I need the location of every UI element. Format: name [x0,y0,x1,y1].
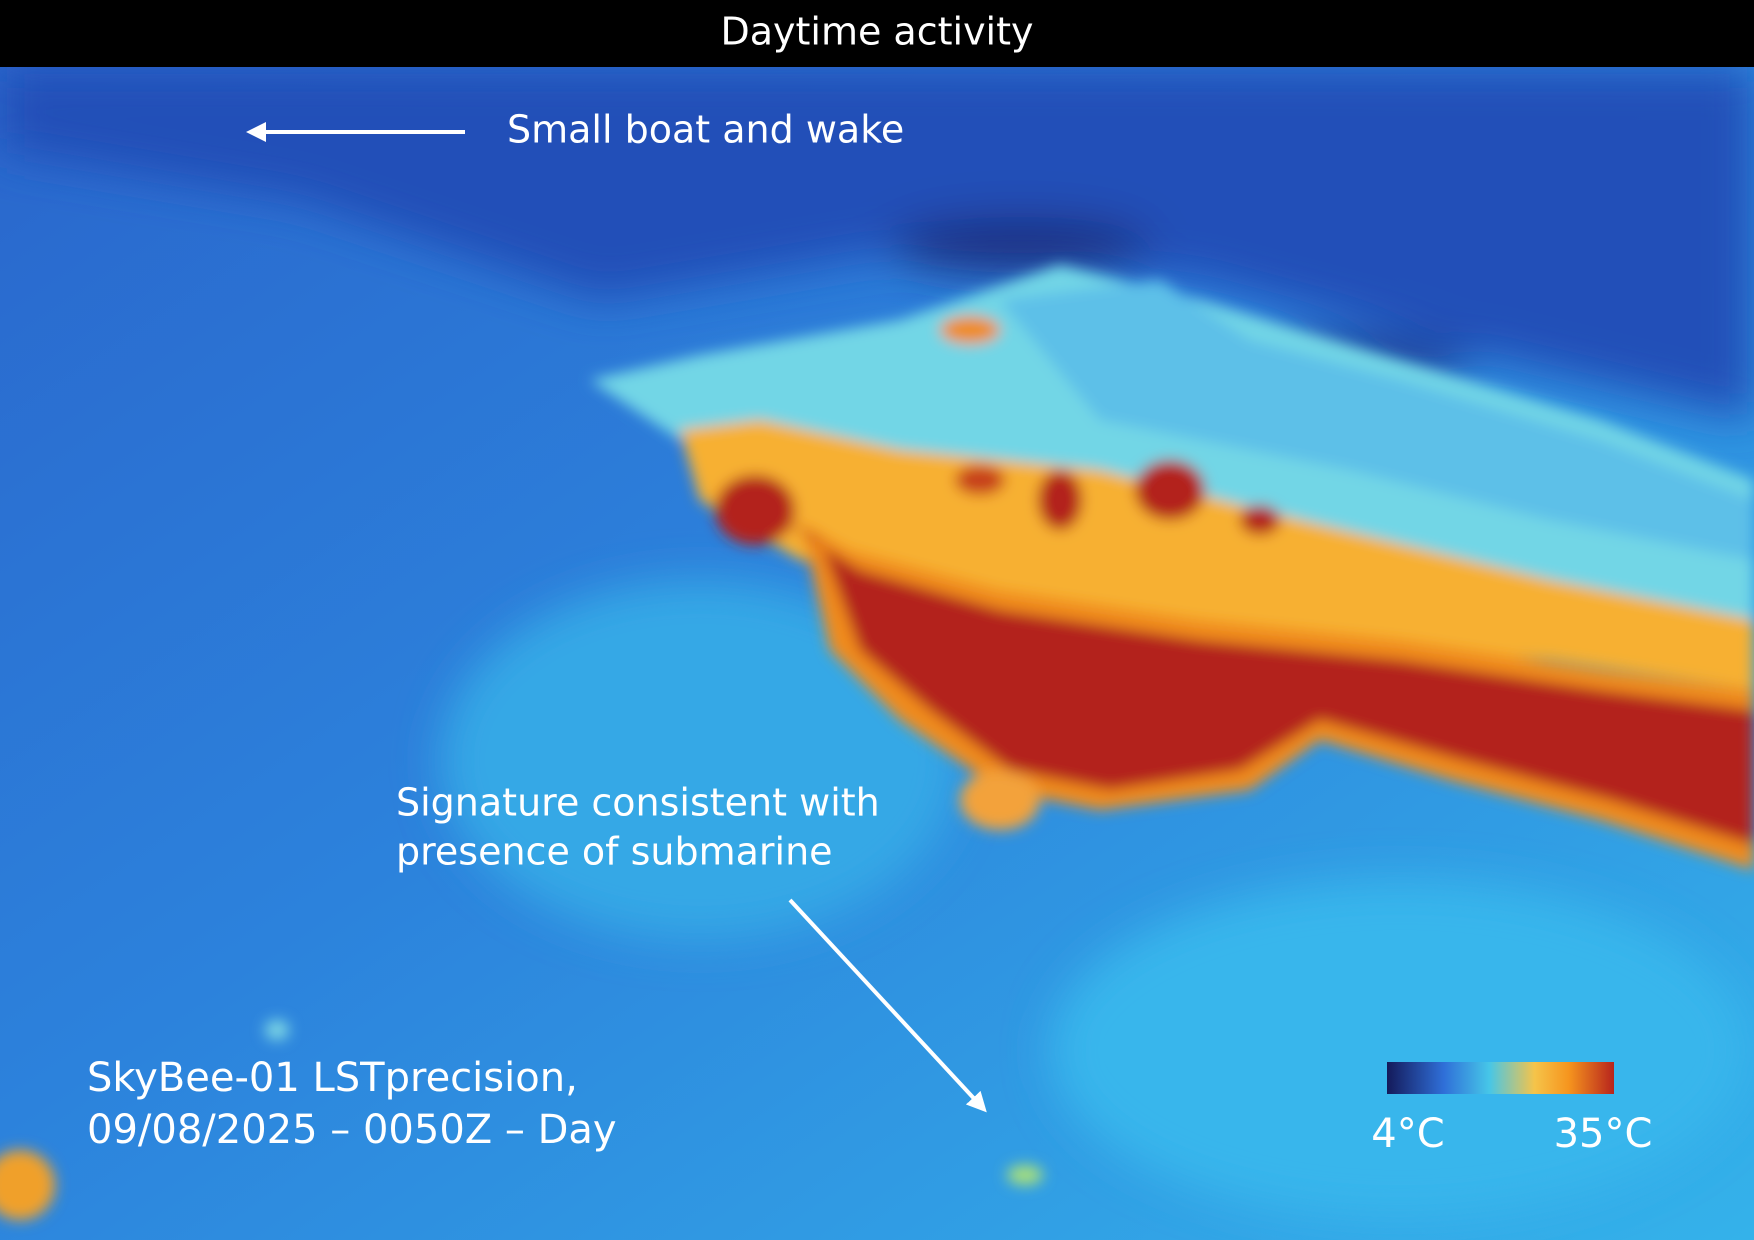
arrow [788,898,987,1113]
thermal-image [0,67,1754,1240]
colorbar-max-label: 35°C [1554,1111,1653,1157]
caption: SkyBee-01 LSTprecision, [87,1055,578,1101]
annotation: presence of submarine [396,830,833,874]
colorbar [1387,1062,1614,1094]
title-bar [0,0,1754,67]
annotation: Signature consistent with [396,781,880,825]
caption: 09/08/2025 – 0050Z – Day [87,1107,617,1153]
title: Daytime activity [720,10,1033,54]
colorbar-min-label: 4°C [1371,1111,1444,1157]
annotation: Small boat and wake [507,108,904,152]
